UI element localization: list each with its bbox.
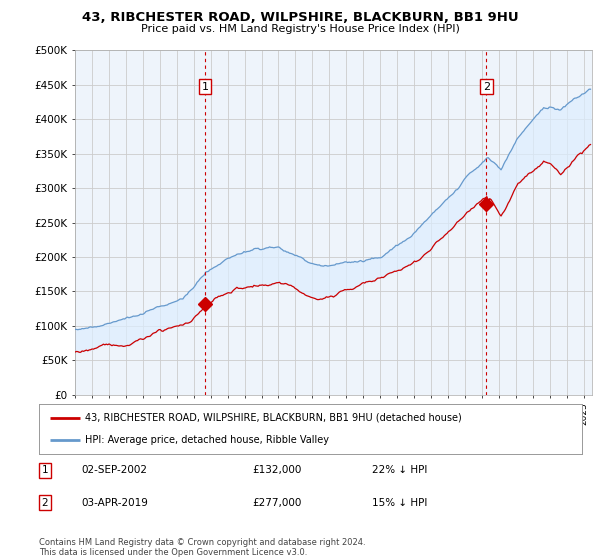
Text: 2: 2 — [41, 498, 49, 508]
Text: 02-SEP-2002: 02-SEP-2002 — [81, 465, 147, 475]
Text: 2: 2 — [482, 82, 490, 92]
Text: Contains HM Land Registry data © Crown copyright and database right 2024.
This d: Contains HM Land Registry data © Crown c… — [39, 538, 365, 557]
Text: Price paid vs. HM Land Registry's House Price Index (HPI): Price paid vs. HM Land Registry's House … — [140, 24, 460, 34]
Text: £132,000: £132,000 — [252, 465, 301, 475]
Text: 43, RIBCHESTER ROAD, WILPSHIRE, BLACKBURN, BB1 9HU (detached house): 43, RIBCHESTER ROAD, WILPSHIRE, BLACKBUR… — [85, 413, 462, 423]
Text: 03-APR-2019: 03-APR-2019 — [81, 498, 148, 508]
Text: 1: 1 — [202, 82, 209, 92]
Text: 1: 1 — [41, 465, 49, 475]
Text: 15% ↓ HPI: 15% ↓ HPI — [372, 498, 427, 508]
Text: 22% ↓ HPI: 22% ↓ HPI — [372, 465, 427, 475]
Text: £277,000: £277,000 — [252, 498, 301, 508]
Text: 43, RIBCHESTER ROAD, WILPSHIRE, BLACKBURN, BB1 9HU: 43, RIBCHESTER ROAD, WILPSHIRE, BLACKBUR… — [82, 11, 518, 24]
Text: HPI: Average price, detached house, Ribble Valley: HPI: Average price, detached house, Ribb… — [85, 435, 329, 445]
